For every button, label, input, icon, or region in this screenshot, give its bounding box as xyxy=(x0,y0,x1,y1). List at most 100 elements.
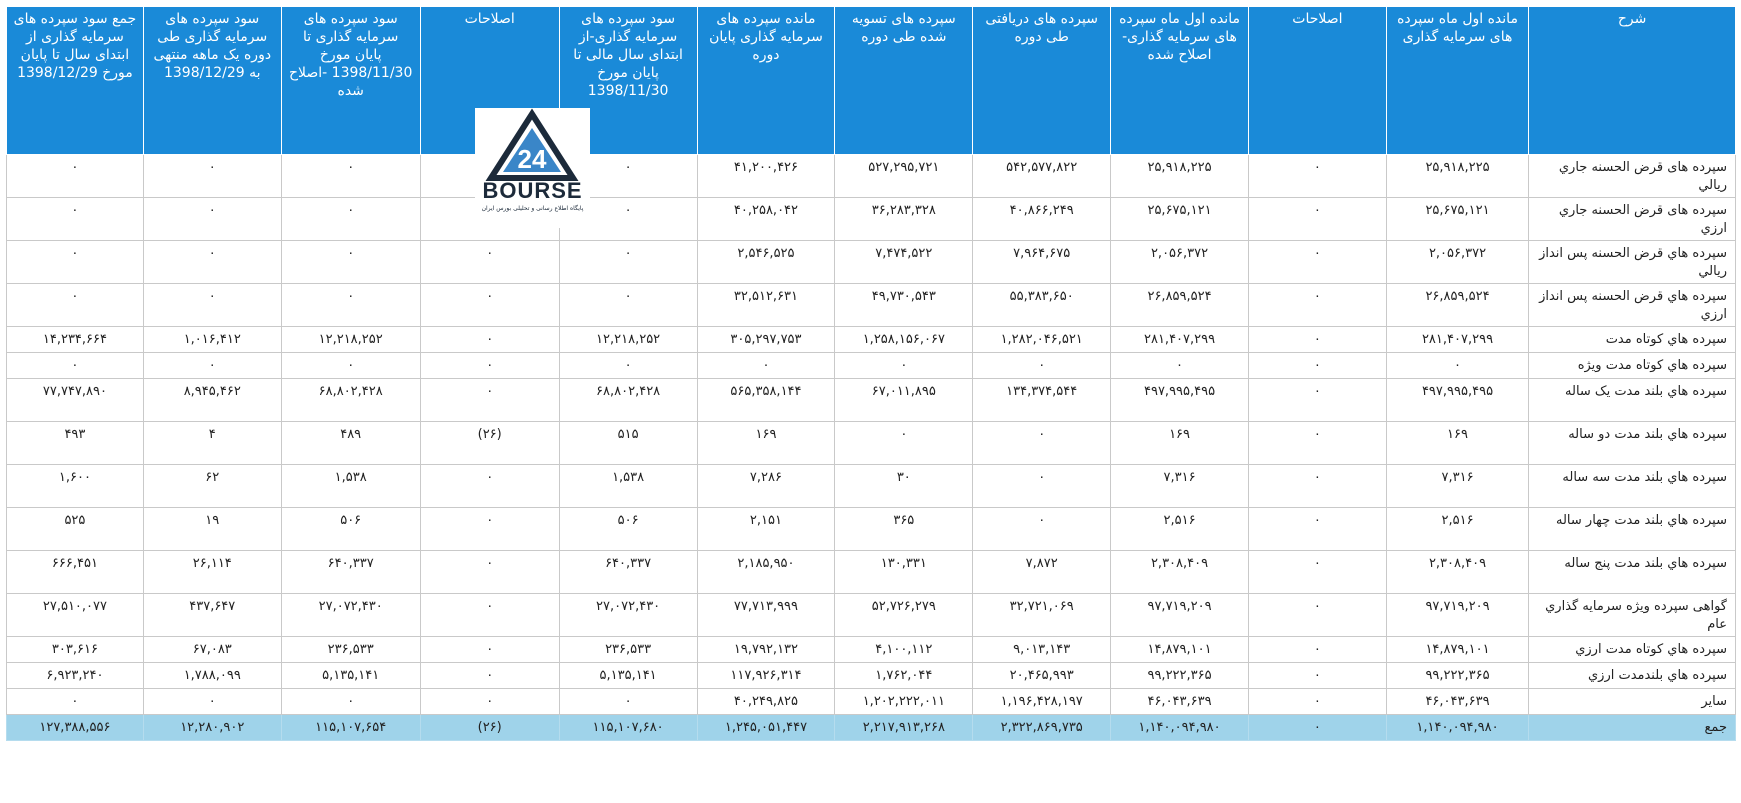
table-row: سپرده هاي كوتاه مدت ۲۸۱,۴۰۷,۲۹۹ ۰ ۲۸۱,۴۰۷,۲… xyxy=(6,326,1736,353)
table-cell: ۴۶,۰۴۳,۶۳۹ xyxy=(1385,688,1530,715)
table-cell: ۷۷,۷۴۷,۸۹۰ xyxy=(6,378,144,422)
table-cell: ۳۲,۷۲۱,۰۶۹ xyxy=(972,593,1112,637)
table-cell: ۰ xyxy=(419,352,560,379)
table-cell: ۶۶۶,۴۵۱ xyxy=(6,550,144,594)
table-row: سپرده هاي بلندمدت ارزي ۹۹,۲۲۲,۳۶۵ ۰ ۹۹,۲۲۲,… xyxy=(6,662,1736,689)
table-cell: ۷,۲۸۶ xyxy=(696,464,836,508)
table-row: سپرده هاي بلند مدت يک ساله ۴۹۷,۹۹۵,۴۹۵ ۰ ۴۹… xyxy=(6,378,1736,422)
table-cell: ۰ xyxy=(419,507,560,551)
table-cell: ۶۸,۸۰۲,۴۲۸ xyxy=(558,378,698,422)
svg-text:24: 24 xyxy=(518,144,547,174)
row-label: سپرده هاي بلندمدت ارزي xyxy=(1528,662,1736,689)
table-cell: ۰ xyxy=(1247,352,1387,379)
table-cell: ۰ xyxy=(142,283,282,327)
row-label: سپرده هاي قرض الحسنه پس انداز ارزي xyxy=(1528,283,1736,327)
table-cell: ۴,۱۰۰,۱۱۲ xyxy=(834,636,974,663)
table-cell: ۹۹,۲۲۲,۳۶۵ xyxy=(1385,662,1530,689)
table-cell: ۱۱۵,۱۰۷,۶۵۴ xyxy=(280,714,421,741)
table-cell: ۰ xyxy=(696,352,836,379)
table-cell: ۲۶,۸۵۹,۵۲۴ xyxy=(1385,283,1530,327)
table-cell: ۲۷,۵۱۰,۰۷۷ xyxy=(6,593,144,637)
total-row: جمع ۱,۱۴۰,۰۹۴,۹۸۰ ۰ ۱,۱۴۰,۰۹۴,۹۸۰ ۲,۳۲۲,۸۶۹,… xyxy=(6,714,1736,741)
table-cell: ۰ xyxy=(419,378,560,422)
table-cell: ۳۶,۲۸۳,۳۲۸ xyxy=(834,197,974,241)
table-cell: ۱۳۰,۳۳۱ xyxy=(834,550,974,594)
table-row: سپرده های قرض الحسنه جاري ريالي ۲۵,۹۱۸,۲۲… xyxy=(6,154,1736,198)
table-cell: ۰ xyxy=(558,240,698,284)
table-cell: ۰ xyxy=(280,283,421,327)
table-cell: ۰ xyxy=(558,283,698,327)
table-cell: ۱,۱۹۶,۴۲۸,۱۹۷ xyxy=(972,688,1112,715)
table-row: سپرده هاي بلند مدت دو ساله ۱۶۹ ۰ ۱۶۹ ۰ ۰ ۱۶۹ ۵۱… xyxy=(6,421,1736,465)
table-cell: ۱,۲۴۵,۰۵۱,۴۴۷ xyxy=(696,714,836,741)
table-cell: ۰ xyxy=(419,464,560,508)
table-cell: ۵۱۵ xyxy=(558,421,698,465)
table-cell: ۴۱,۲۰۰,۴۲۶ xyxy=(696,154,836,198)
table-cell: ۵۴۲,۵۷۷,۸۲۲ xyxy=(972,154,1112,198)
table-cell: ۰ xyxy=(419,326,560,353)
table-cell: ۶۴۰,۳۳۷ xyxy=(280,550,421,594)
table-cell: ۱۲,۲۸۰,۹۰۲ xyxy=(142,714,282,741)
table-cell: ۹۷,۷۱۹,۲۰۹ xyxy=(1385,593,1530,637)
table-cell: ۱,۵۳۸ xyxy=(280,464,421,508)
table-cell: ۱۲,۲۱۸,۲۵۲ xyxy=(558,326,698,353)
table-cell: ۰ xyxy=(1385,352,1530,379)
table-cell: ۰ xyxy=(1247,593,1387,637)
col-closing-balance: مانده سپرده های سرمایه گذاری پایان دوره xyxy=(696,6,836,155)
table-cell: ۱۶۹ xyxy=(696,421,836,465)
table-cell: ۴۳۷,۶۴۷ xyxy=(142,593,282,637)
table-cell: ۱۶۹ xyxy=(1385,421,1530,465)
table-cell: ۰ xyxy=(1247,550,1387,594)
table-cell: ۵۲۵ xyxy=(6,507,144,551)
table-row: سپرده هاي قرض الحسنه پس انداز ريالي ۲,۰۵۶… xyxy=(6,240,1736,284)
table-cell: ۰ xyxy=(972,421,1112,465)
table-cell: ۳۰ xyxy=(834,464,974,508)
row-label: سپرده هاي كوتاه مدت xyxy=(1528,326,1736,353)
table-cell: ۰ xyxy=(972,507,1112,551)
table-cell: ۱,۶۰۰ xyxy=(6,464,144,508)
table-row: ساير ۴۶,۰۴۳,۶۳۹ ۰ ۴۶,۰۴۳,۶۳۹ ۱,۱۹۶,۴۲۸,۱۹۷ ۱,… xyxy=(6,688,1736,715)
table-cell: ۴۹۷,۹۹۵,۴۹۵ xyxy=(1385,378,1530,422)
table-cell: ۳۶۵ xyxy=(834,507,974,551)
table-cell: ۰ xyxy=(280,197,421,241)
table-cell: ۲۵,۹۱۸,۲۲۵ xyxy=(1385,154,1530,198)
table-cell: ۱,۵۳۸ xyxy=(558,464,698,508)
col-opening-balance: مانده اول ماه سپرده های سرمایه گذاری xyxy=(1385,6,1530,155)
table-cell: ۱۲,۲۱۸,۲۵۲ xyxy=(280,326,421,353)
table-cell: (۲۶) xyxy=(419,714,560,741)
table-cell: ۲,۰۵۶,۳۷۲ xyxy=(1385,240,1530,284)
table-cell: ۱,۲۵۸,۱۵۶,۰۶۷ xyxy=(834,326,974,353)
table-cell: ۲۶,۱۱۴ xyxy=(142,550,282,594)
table-cell: ۱۶۹ xyxy=(1110,421,1249,465)
table-cell: ۱۱۵,۱۰۷,۶۸۰ xyxy=(558,714,698,741)
table-cell: ۷,۳۱۶ xyxy=(1385,464,1530,508)
row-label: سپرده هاي كوتاه مدت ويژه xyxy=(1528,352,1736,379)
row-label: سپرده هاي كوتاه مدت ارزي xyxy=(1528,636,1736,663)
table-row: سپرده هاي بلند مدت پنج ساله ۲,۳۰۸,۴۰۹ ۰ ۲,۳… xyxy=(6,550,1736,594)
header-row: شرح مانده اول ماه سپرده های سرمایه گذاری… xyxy=(6,6,1736,155)
table-cell: ۰ xyxy=(6,240,144,284)
table-cell: ۰ xyxy=(6,154,144,198)
table-cell: ۰ xyxy=(1247,378,1387,422)
table-row: سپرده هاي كوتاه مدت ويژه ۰ ۰ ۰ ۰ ۰ ۰ ۰ ۰ ۰ ۰ ۰ xyxy=(6,352,1736,379)
table-cell: ۱,۷۶۲,۰۴۴ xyxy=(834,662,974,689)
table-cell: ۰ xyxy=(1247,662,1387,689)
table-cell: (۲۶) xyxy=(419,421,560,465)
table-cell: ۱,۷۸۸,۰۹۹ xyxy=(142,662,282,689)
table-cell: ۰ xyxy=(1247,714,1387,741)
table-cell: ۶۲ xyxy=(142,464,282,508)
table-cell: ۱۱۷,۹۲۶,۳۱۴ xyxy=(696,662,836,689)
row-label: سپرده های قرض الحسنه جاري ريالي xyxy=(1528,154,1736,198)
table-cell: ۷۷,۷۱۳,۹۹۹ xyxy=(696,593,836,637)
row-label: سپرده های قرض الحسنه جاري ارزي xyxy=(1528,197,1736,241)
table-cell: ۲۸۱,۴۰۷,۲۹۹ xyxy=(1110,326,1249,353)
table-row: سپرده هاي قرض الحسنه پس انداز ارزي ۲۶,۸۵۹… xyxy=(6,283,1736,327)
table-cell: ۲,۲۱۷,۹۱۳,۲۶۸ xyxy=(834,714,974,741)
table-cell: ۱۹ xyxy=(142,507,282,551)
table-cell: ۴ xyxy=(142,421,282,465)
table-cell: ۲,۳۰۸,۴۰۹ xyxy=(1110,550,1249,594)
table-cell: ۱۴,۸۷۹,۱۰۱ xyxy=(1110,636,1249,663)
table-cell: ۳۰۵,۲۹۷,۷۵۳ xyxy=(696,326,836,353)
col-settled: سپرده های تسویه شده طی دوره xyxy=(834,6,974,155)
table-cell: ۷,۹۶۴,۶۷۵ xyxy=(972,240,1112,284)
